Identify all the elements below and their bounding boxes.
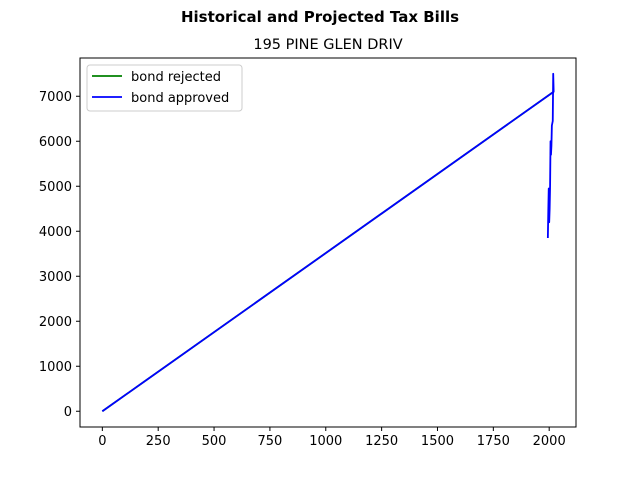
y-tick-label: 2000 [39,315,72,330]
series-line-bond-approved [101,72,555,412]
plot-frame [79,57,577,428]
y-ticks: 0 1000 2000 3000 4000 5000 6000 7000 [39,90,80,420]
x-tick-label: 0 [98,434,106,449]
x-tick-label: 1000 [309,434,342,449]
x-tick-label: 750 [257,434,282,449]
y-tick-label: 3000 [39,270,72,285]
y-tick-label: 1000 [39,360,72,375]
x-tick-label: 500 [202,434,227,449]
x-tick-label: 1500 [421,434,454,449]
y-tick-label: 6000 [39,135,72,150]
x-tick-label: 1750 [477,434,510,449]
plot-area [80,58,576,427]
x-tick-label: 1250 [365,434,398,449]
chart-suptitle: Historical and Projected Tax Bills [181,8,459,26]
y-tick-label: 4000 [39,225,72,240]
legend: bond rejected bond approved [86,64,243,112]
x-tick-label: 250 [146,434,171,449]
legend-label-bond-rejected: bond rejected [131,70,221,85]
series-layer [101,72,555,412]
x-ticks: 0 250 500 750 1000 1250 1500 1750 2000 [98,427,566,449]
y-tick-label: 7000 [39,90,72,105]
y-tick-label: 0 [64,405,72,420]
legend-label-bond-approved: bond approved [131,91,229,106]
legend-box [86,64,243,112]
x-tick-label: 2000 [533,434,566,449]
y-tick-label: 5000 [39,180,72,195]
chart-title: 195 PINE GLEN DRIV [253,37,402,53]
